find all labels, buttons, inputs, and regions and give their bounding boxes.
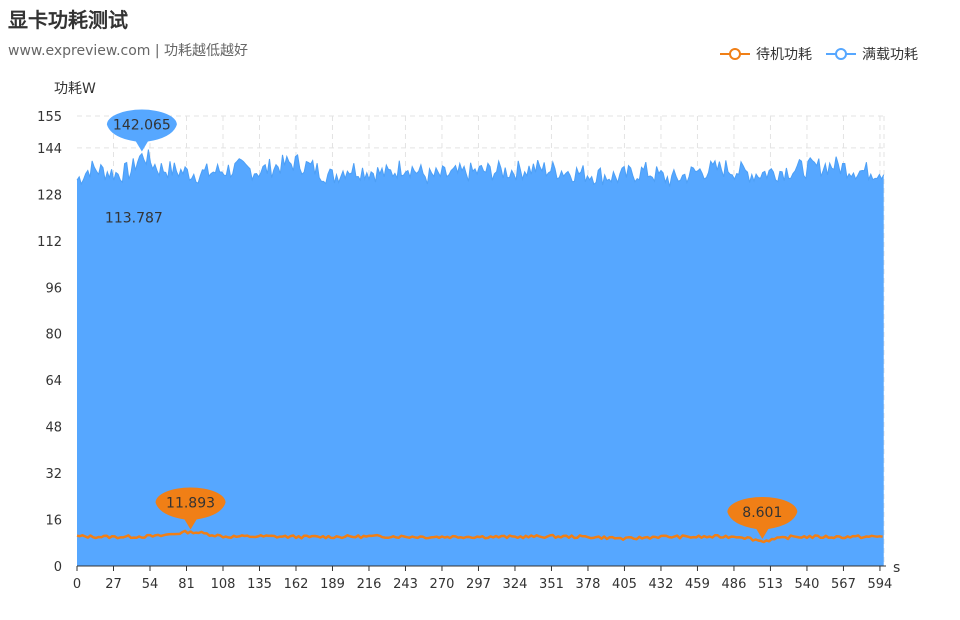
legend: 待机功耗 满载功耗 xyxy=(720,44,918,64)
x-tick-label-19: 513 xyxy=(758,577,783,592)
x-tick-label-3: 81 xyxy=(178,577,195,592)
x-tick-label-13: 351 xyxy=(539,577,564,592)
series-line-load xyxy=(76,149,885,187)
legend-item-load[interactable]: 满载功耗 xyxy=(826,44,918,64)
x-tick-label-8: 216 xyxy=(357,577,382,592)
x-tick-label-4: 108 xyxy=(211,577,236,592)
legend-load-label: 满载功耗 xyxy=(862,47,918,63)
series-area-load xyxy=(77,149,884,566)
x-tick-label-20: 540 xyxy=(795,577,820,592)
x-tick-label-22: 594 xyxy=(868,577,893,592)
legend-idle-label: 待机功耗 xyxy=(756,47,812,63)
axes-layer: 0 27 54 81 108 135 162 189 216 243 270 297 324 351 378… xyxy=(37,110,892,592)
marker-label-load-min: 113.787 xyxy=(105,210,163,226)
x-tick-label-21: 567 xyxy=(831,577,856,592)
x-tick-label-15: 405 xyxy=(612,577,637,592)
x-tick-label-7: 189 xyxy=(320,577,345,592)
marker-pin-load-max xyxy=(106,109,177,152)
x-tick-label-14: 378 xyxy=(576,577,601,592)
x-tick-label-2: 54 xyxy=(142,577,159,592)
y-tick-label-7: 112 xyxy=(37,235,62,250)
marker-pin-idle-max xyxy=(155,487,226,530)
x-tick-label-0: 0 xyxy=(73,577,81,592)
y-tick-label-1: 16 xyxy=(45,514,62,529)
marker-pin-idle-min xyxy=(727,497,798,540)
y-tick-label-3: 48 xyxy=(45,421,62,436)
y-tick-label-10: 155 xyxy=(37,110,62,125)
marker-label-idle-max: 11.893 xyxy=(166,495,215,511)
legend-load-marker-icon xyxy=(826,48,856,60)
x-tick-label-11: 297 xyxy=(466,577,491,592)
y-tick-label-0: 0 xyxy=(54,560,62,575)
series-line-layer xyxy=(76,149,885,544)
y-axis-label: 功耗W xyxy=(54,81,96,97)
x-tick-label-6: 162 xyxy=(284,577,309,592)
x-axis-label: s xyxy=(893,560,900,576)
chart-subtitle: www.expreview.com | 功耗越低越好 xyxy=(8,43,249,59)
y-tick-label-6: 96 xyxy=(45,281,62,296)
x-tick-label-12: 324 xyxy=(503,577,528,592)
y-tick-label-5: 80 xyxy=(45,328,62,343)
x-tick-label-17: 459 xyxy=(685,577,710,592)
y-tick-label-4: 64 xyxy=(45,374,62,389)
y-tick-label-2: 32 xyxy=(45,467,62,482)
legend-idle-marker-icon xyxy=(720,48,750,60)
x-tick-label-10: 270 xyxy=(430,577,455,592)
series-area-layer xyxy=(77,149,884,566)
y-tick-label-8: 128 xyxy=(37,188,62,203)
markers-layer: 142.065 113.787 11.893 8.601 xyxy=(105,109,798,540)
x-tick-label-16: 432 xyxy=(649,577,674,592)
x-tick-label-9: 243 xyxy=(393,577,418,592)
y-tick-label-9: 144 xyxy=(37,142,62,157)
marker-label-idle-min: 8.601 xyxy=(742,505,782,521)
marker-label-load-max: 142.065 xyxy=(113,118,171,134)
legend-item-idle[interactable]: 待机功耗 xyxy=(720,44,812,64)
x-tick-label-18: 486 xyxy=(722,577,747,592)
x-tick-label-1: 27 xyxy=(105,577,122,592)
x-tick-label-5: 135 xyxy=(247,577,272,592)
series-line-idle xyxy=(76,529,883,544)
chart-title: 显卡功耗测试 xyxy=(8,8,128,32)
